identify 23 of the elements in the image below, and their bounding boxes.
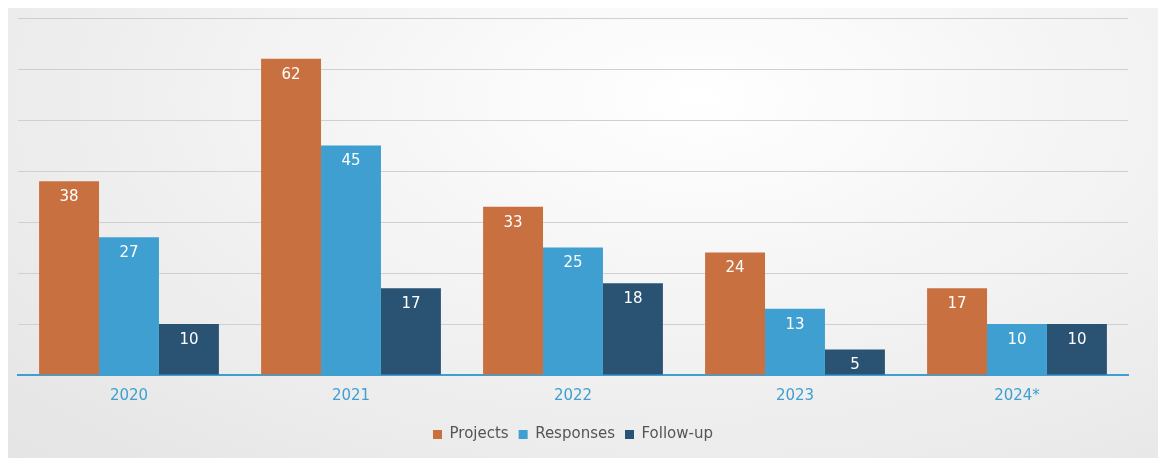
x-tick-label: 2023 [775, 385, 815, 404]
data-label: 62 [281, 64, 301, 83]
data-label: 38 [59, 187, 79, 206]
data-label: 13 [785, 314, 805, 333]
data-label: 25 [563, 253, 583, 272]
x-tick-label: 2024* [994, 385, 1041, 404]
data-label: 27 [119, 243, 139, 262]
data-label: 10 [1067, 329, 1087, 348]
data-label: 33 [503, 212, 523, 231]
data-label: 10 [179, 329, 199, 348]
data-label: 10 [1007, 329, 1027, 348]
legend-label: Responses [535, 424, 616, 443]
data-label: 18 [623, 289, 643, 308]
legend-label: Projects [449, 424, 509, 443]
data-label: 17 [947, 294, 967, 313]
data-label: 24 [725, 258, 745, 277]
data-label: 17 [401, 294, 421, 313]
data-label: 45 [341, 151, 361, 170]
legend-label: Follow-up [641, 424, 713, 443]
x-tick-label: 2020 [109, 385, 149, 404]
x-tick-label: 2021 [331, 385, 371, 404]
x-tick-label: 2022 [553, 385, 593, 404]
data-label: 5 [850, 355, 860, 374]
